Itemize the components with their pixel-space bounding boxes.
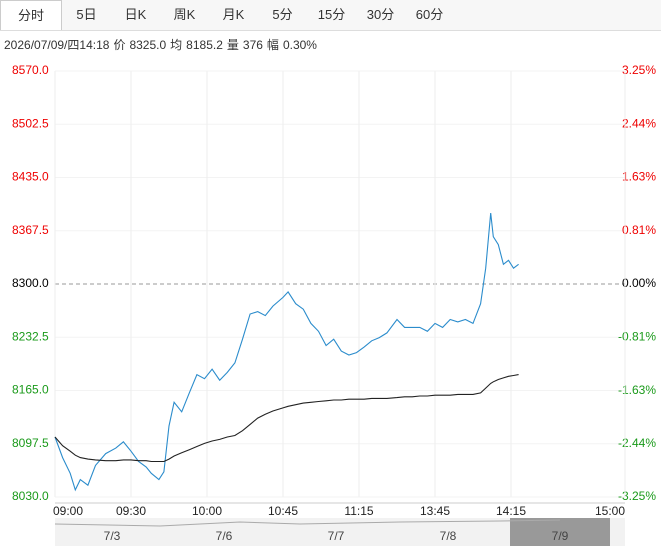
y-tick-label: 8165.0 — [12, 383, 49, 397]
y2-tick-label: 0.81% — [622, 223, 656, 237]
tab[interactable]: 5日 — [76, 7, 97, 22]
info-item: 均 — [170, 38, 183, 52]
info-bar: 2026/07/09/四14:18 价 8325.0 均 8185.2 量 376 幅 0.30… — [4, 36, 321, 53]
y2-tick-label: 1.63% — [622, 169, 656, 183]
info-item: 376 — [242, 38, 263, 52]
series-line — [54, 374, 519, 463]
tab[interactable]: 月K — [222, 7, 245, 22]
navigator-label: 7/9 — [552, 529, 569, 543]
y2-tick-label: -0.81% — [618, 329, 656, 343]
y2-tick-label: -1.63% — [618, 383, 656, 397]
navigator-label: 7/3 — [104, 529, 121, 543]
tab[interactable]: 60分 — [415, 7, 444, 22]
x-tick-label: 11:15 — [344, 504, 373, 518]
tab[interactable]: 5分 — [272, 7, 293, 22]
x-tick-label: 09:00 — [53, 504, 83, 518]
tab[interactable]: 15分 — [317, 7, 346, 22]
info-item: 2026/07/09/四14:18 — [4, 38, 110, 52]
info-item: 幅 — [266, 38, 279, 52]
y2-tick-label: -2.44% — [618, 436, 656, 450]
x-tick-label: 13:45 — [420, 504, 450, 518]
y-tick-label: 8300.0 — [12, 276, 49, 290]
navigator-label: 7/7 — [328, 529, 345, 543]
info-item: 8325.0 — [129, 38, 167, 52]
tab[interactable]: 日K — [124, 7, 147, 22]
navigator-label: 7/8 — [440, 529, 457, 543]
y-tick-label: 8570.0 — [12, 63, 49, 77]
info-item: 量 — [226, 38, 239, 52]
x-tick-label: 14:15 — [496, 504, 526, 518]
navigator-window[interactable] — [510, 518, 610, 546]
y2-tick-label: 2.44% — [622, 116, 656, 130]
info-item: 价 — [113, 38, 126, 52]
y-tick-label: 8367.5 — [12, 223, 49, 237]
y-tick-label: 8030.0 — [12, 489, 49, 503]
tabs: 分时 5日 日K 周K 月K 5分 15分 30分 60分 — [0, 0, 661, 31]
info-item: 8185.2 — [186, 38, 223, 52]
y-tick-label: 8232.5 — [12, 329, 49, 343]
y2-tick-label: -3.25% — [618, 489, 656, 503]
y2-tick-label: 0.00% — [622, 276, 656, 290]
tab[interactable]: 分时 — [0, 0, 62, 30]
x-tick-label: 09:30 — [116, 504, 146, 518]
info-item: 0.30% — [282, 38, 317, 52]
y-tick-label: 8435.0 — [12, 170, 49, 184]
y-tick-label: 8097.5 — [12, 436, 49, 450]
x-tick-label: 10:00 — [192, 504, 222, 518]
navigator-line — [54, 519, 561, 527]
x-tick-label: 15:00 — [595, 504, 625, 518]
tab[interactable]: 周K — [173, 7, 196, 22]
series-line — [54, 212, 519, 492]
y2-tick-label: 3.25% — [622, 63, 656, 77]
navigator-label: 7/6 — [216, 529, 233, 543]
tab[interactable]: 30分 — [366, 7, 395, 22]
y-tick-label: 8502.5 — [12, 116, 49, 130]
x-tick-label: 10:45 — [268, 504, 298, 518]
